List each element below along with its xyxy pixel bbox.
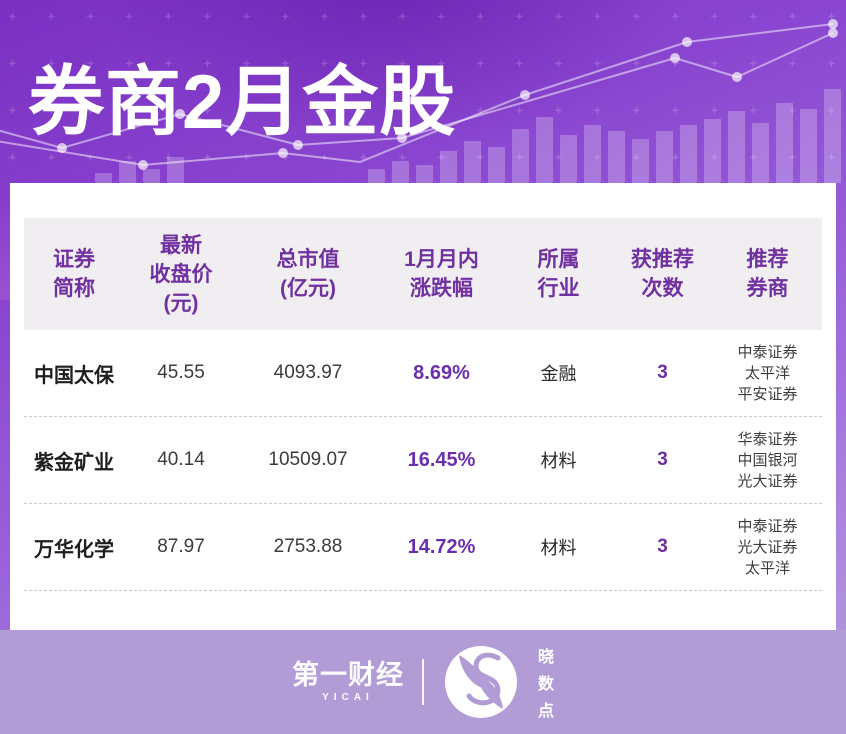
- col-header-close-price: 最新 收盘价 (元): [149, 233, 213, 315]
- table-header-row: 证券 简称 最新 收盘价 (元) 总市值 (亿元) 1月月内 涨跌幅 所属 行业 获推荐 次数…: [24, 218, 822, 330]
- cell-brokers: 中泰证券 太平洋 平安证券: [737, 343, 798, 403]
- cell-close-price: 45.55: [157, 362, 205, 383]
- col-header-monthly-change: 1月月内 涨跌幅: [404, 248, 479, 300]
- footer: 第一财经 YICAI 晓 数 点: [0, 630, 846, 734]
- cell-change: 14.72%: [407, 535, 476, 558]
- col-header-rec-brokers: 推荐 券商: [746, 248, 789, 300]
- cell-close-price: 40.14: [157, 449, 205, 470]
- cell-brokers: 中泰证券 光大证券 太平洋: [737, 517, 798, 577]
- cell-market-cap: 2753.88: [273, 536, 343, 557]
- cell-market-cap: 10509.07: [268, 449, 348, 470]
- cell-rec-count: 3: [657, 536, 668, 557]
- cell-change: 8.69%: [413, 361, 470, 384]
- col-header-name: 证券 简称: [53, 248, 95, 300]
- cell-change: 16.45%: [407, 448, 476, 471]
- cell-rec-count: 3: [657, 362, 668, 383]
- table-row: 紫金矿业 40.14 10509.07 16.45% 材料 3 华泰证券 中国银河…: [24, 417, 822, 504]
- page-title: 券商2月金股: [28, 60, 457, 145]
- cell-close-price: 87.97: [157, 536, 205, 557]
- yicai-logo-text: 第一财经: [291, 660, 404, 690]
- cell-stock-name: 紫金矿业: [34, 451, 114, 474]
- table-row: 万华化学 87.97 2753.88 14.72% 材料 3 中泰证券 光大证券太…: [24, 504, 822, 591]
- cell-industry: 材料: [540, 538, 577, 558]
- table-row: 中国太保 45.55 4093.97 8.69% 金融 3 中泰证券 太平洋 平安证…: [24, 330, 822, 417]
- cell-stock-name: 万华化学: [34, 538, 114, 561]
- xiaoshudian-logo-text: 晓 数 点: [537, 649, 554, 720]
- cell-market-cap: 4093.97: [273, 362, 343, 383]
- yicai-logo: 第一财经 YICAI: [292, 661, 404, 703]
- cell-industry: 材料: [540, 451, 577, 471]
- xiaoshudian-logo-icon: [444, 646, 517, 718]
- stock-table-panel: 证券 简称 最新 收盘价 (元) 总市值 (亿元) 1月月内 涨跌幅 所属 行业 获推荐 次数…: [10, 183, 836, 630]
- footer-divider: [421, 659, 424, 705]
- cell-industry: 金融: [540, 364, 577, 384]
- yicai-logo-subtext: YICAI: [322, 692, 374, 703]
- cell-brokers: 华泰证券 中国银河 光大证券: [737, 430, 798, 490]
- col-header-market-cap: 总市值 (亿元): [276, 248, 340, 300]
- col-header-rec-count: 获推荐 次数: [631, 248, 694, 300]
- cell-rec-count: 3: [657, 449, 668, 470]
- col-header-industry: 所属 行业: [537, 248, 580, 300]
- cell-stock-name: 中国太保: [34, 364, 114, 387]
